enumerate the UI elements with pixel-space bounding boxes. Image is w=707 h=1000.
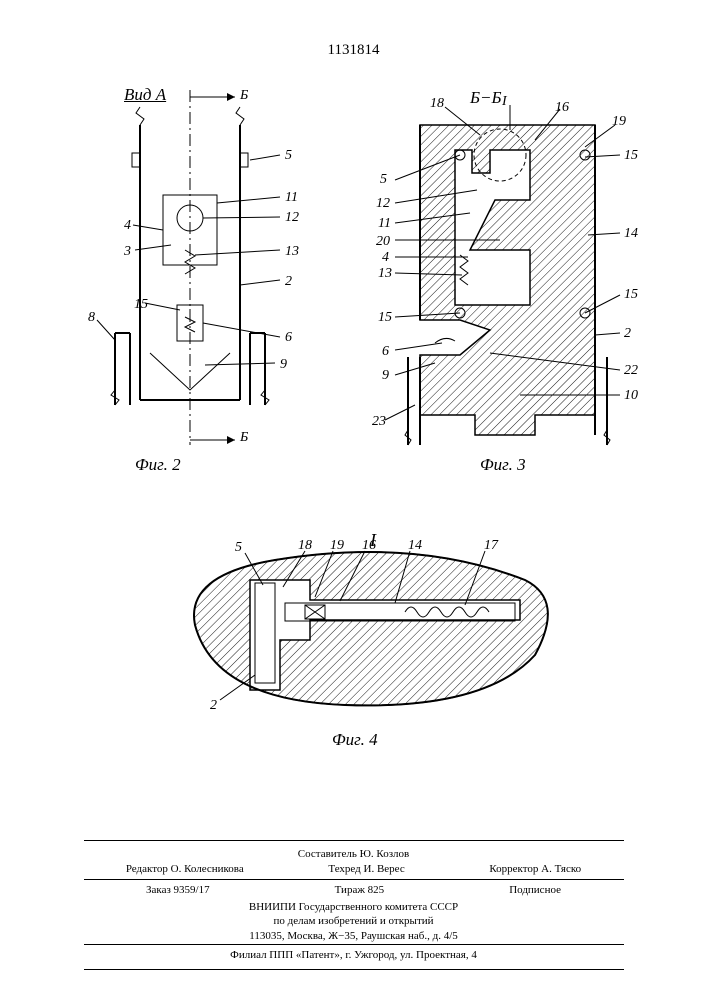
credits-corrector: Корректор А. Тяско [489, 862, 581, 877]
fig2-ref-9: 9 [280, 357, 287, 373]
fig2-section-bottom: Б [240, 430, 248, 446]
fig3-ref-10: 10 [624, 388, 638, 404]
fig2-section-top: Б [240, 88, 248, 104]
fig4-ref-2: 2 [210, 698, 217, 714]
fig3-ref-22: 22 [624, 363, 638, 379]
fig2-ref-3: 3 [124, 244, 131, 260]
fig2-ref-12: 12 [285, 210, 299, 226]
fig2-ref-5: 5 [285, 148, 292, 164]
fig3-drawing [360, 95, 650, 465]
fig2-ref-11: 11 [285, 190, 298, 206]
credits-editor: Редактор О. Колесникова [126, 862, 244, 877]
credits-circulation: Тираж 825 [335, 883, 385, 898]
fig2-ref-8: 8 [88, 310, 95, 326]
fig3-ref-18: 18 [430, 96, 444, 112]
fig3-ref-15b: 15 [624, 287, 638, 303]
fig3-ref-20: 20 [376, 234, 390, 250]
fig2-ref-15: 15 [134, 297, 148, 313]
fig3-ref-14: 14 [624, 226, 638, 242]
credits-addr1: 113035, Москва, Ж−35, Раушская наб., д. … [84, 929, 624, 944]
fig3-ref-13: 13 [378, 266, 392, 282]
fig3-ref-16: 16 [555, 100, 569, 116]
fig4-ref-19: 19 [330, 538, 344, 554]
fig3-ref-2: 2 [624, 326, 631, 342]
fig4-ref-5: 5 [235, 540, 242, 556]
fig2-ref-4: 4 [124, 218, 131, 234]
credits-org1: ВНИИПИ Государственного комитета СССР [84, 900, 624, 915]
credits-compiler: Составитель Ю. Козлов [84, 847, 624, 862]
fig2-ref-2: 2 [285, 274, 292, 290]
fig3-ref-15c: 15 [378, 310, 392, 326]
credits-subscription: Подписное [509, 883, 561, 898]
fig2-ref-6: 6 [285, 330, 292, 346]
fig4-ref-14: 14 [408, 538, 422, 554]
credits-addr2: Филиал ППП «Патент», г. Ужгород, ул. Про… [84, 944, 624, 963]
fig3-caption: Фиг. 3 [480, 455, 526, 475]
fig2-caption: Фиг. 2 [135, 455, 181, 475]
: 19 [612, 114, 626, 130]
credits-block: Составитель Ю. Козлов Редактор О. Колесн… [84, 840, 624, 970]
fig3-ref-11: 11 [378, 216, 391, 232]
fig3-ref-9: 9 [382, 368, 389, 384]
credits-techred: Техред И. Верес [328, 862, 404, 877]
credits-org2: по делам изобретений и открытий [84, 914, 624, 929]
fig3-detail-I: I [502, 94, 507, 110]
fig4-ref-17: 17 [484, 538, 498, 554]
fig3-ref-23: 23 [372, 414, 386, 430]
fig4-drawing [165, 545, 565, 725]
fig3-ref-15a: 15 [624, 148, 638, 164]
fig3-ref-12: 12 [376, 196, 390, 212]
fig2-ref-13: 13 [285, 244, 299, 260]
page-number: 1131814 [328, 42, 380, 59]
fig3-ref-5: 5 [380, 172, 387, 188]
fig2-drawing [85, 85, 325, 455]
fig4-caption: Фиг. 4 [332, 730, 378, 750]
fig4-ref-18: 18 [298, 538, 312, 554]
credits-order: Заказ 9359/17 [146, 883, 210, 898]
fig3-ref-6: 6 [382, 344, 389, 360]
fig4-ref-16: 16 [362, 538, 376, 554]
fig3-ref-4: 4 [382, 250, 389, 266]
